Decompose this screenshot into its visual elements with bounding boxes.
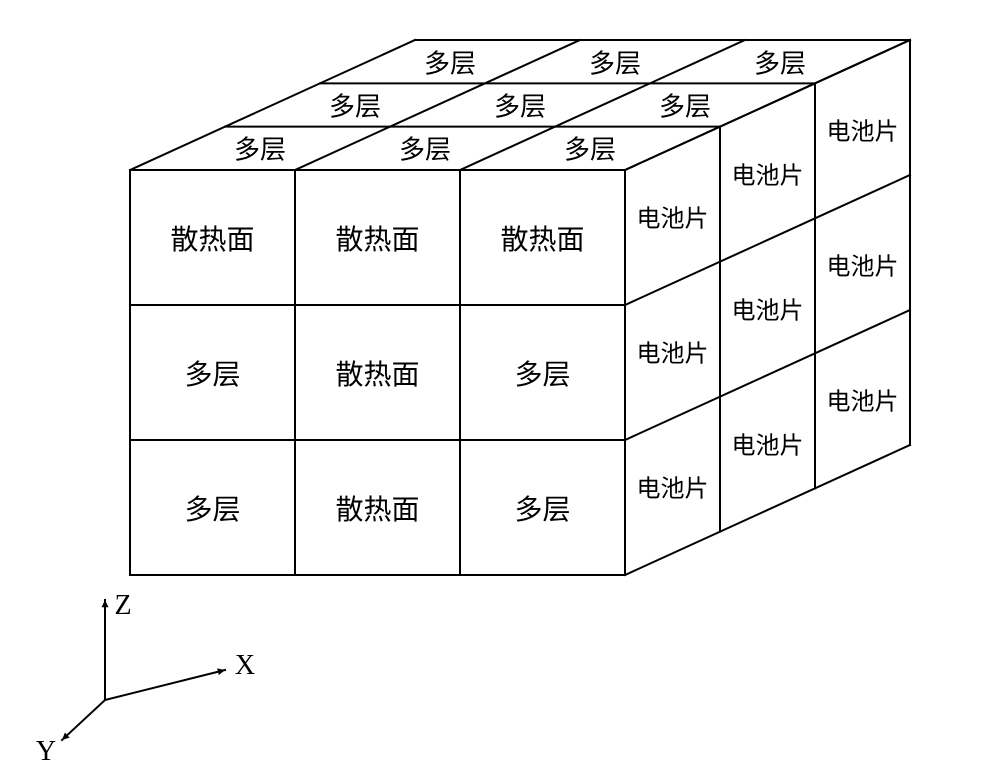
- right-cell-label: 电池片: [827, 247, 899, 282]
- front-cell-label: 散热面: [170, 218, 254, 258]
- right-cell-label: 电池片: [637, 333, 709, 368]
- diagram-canvas: 散热面散热面散热面多层散热面多层多层散热面多层多层多层多层多层多层多层多层多层多…: [0, 0, 1000, 784]
- top-cell-label: 多层: [659, 87, 711, 124]
- top-cell-label: 多层: [494, 87, 546, 124]
- top-cell-label: 多层: [399, 130, 451, 167]
- top-cell-label: 多层: [234, 130, 286, 167]
- right-cell-label: 电池片: [732, 425, 804, 460]
- right-cell-label: 电池片: [732, 155, 804, 190]
- axis-label-y: Y: [36, 736, 56, 768]
- right-cell-label: 电池片: [827, 112, 899, 147]
- axis-label-z: Z: [114, 590, 131, 622]
- front-cell-label: 散热面: [335, 353, 419, 393]
- front-cell-label: 多层: [514, 353, 570, 393]
- right-cell-label: 电池片: [827, 382, 899, 417]
- front-cell-label: 多层: [184, 488, 240, 528]
- top-cell-label: 多层: [754, 43, 806, 80]
- front-cell-label: 散热面: [335, 218, 419, 258]
- front-cell-label: 多层: [184, 353, 240, 393]
- top-cell-label: 多层: [424, 43, 476, 80]
- right-cell-label: 电池片: [637, 468, 709, 503]
- front-cell-label: 散热面: [500, 218, 584, 258]
- right-cell-label: 电池片: [637, 198, 709, 233]
- right-cell-label: 电池片: [732, 290, 804, 325]
- front-cell-label: 多层: [514, 488, 570, 528]
- axis-label-x: X: [235, 650, 255, 682]
- front-cell-label: 散热面: [335, 488, 419, 528]
- top-cell-label: 多层: [589, 43, 641, 80]
- top-cell-label: 多层: [329, 87, 381, 124]
- top-cell-label: 多层: [564, 130, 616, 167]
